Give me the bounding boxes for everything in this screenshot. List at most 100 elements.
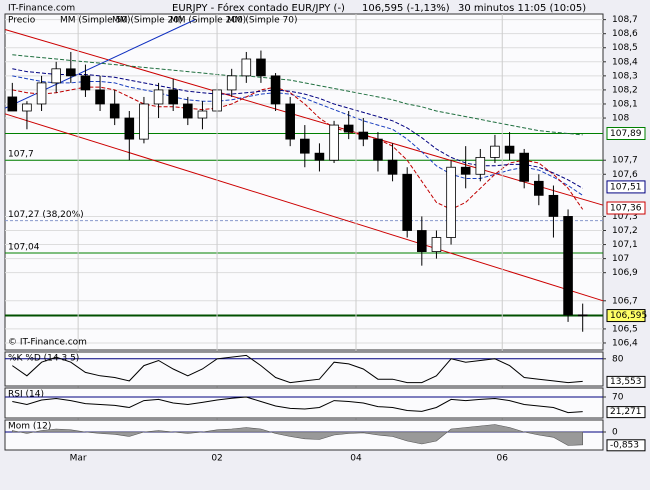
y-tick-label: 108,5 [612,43,638,53]
candle-body [226,75,237,91]
y-tick-label: 108,2 [612,85,638,95]
footer: © IT-Finance.com [8,338,87,348]
candle-body [139,103,149,140]
source: IT-Finance.com [8,4,75,14]
candle-body [490,145,500,158]
y-tick-label: 80 [612,354,624,364]
price-tag [606,201,646,215]
candle-body [183,103,193,119]
panel-title: Mom (12) [8,422,51,432]
candle-body [373,138,383,161]
candle-body [124,117,135,140]
y-tick-label: 108 [612,114,629,124]
indicator-line [12,396,583,414]
level-label: 107,27 (38,20%) [8,210,84,220]
candle-body [66,68,76,77]
candle-body [548,194,559,217]
candle-body [241,58,252,77]
moving-average [12,68,583,189]
price-tag-label: 107,51 [610,182,642,192]
interval: 30 minutos 11:05 (10:05) [458,3,586,14]
value-tag-label: 13,553 [610,377,642,387]
candle-body [7,96,18,112]
moving-average [12,75,583,196]
x-tick-label: 04 [350,454,362,464]
candle-body [270,75,281,105]
candle-body [314,152,325,161]
x-tick-label: 06 [497,454,509,464]
value-tag [606,375,646,388]
moving-average [12,86,584,210]
y-tick-label: 108,6 [612,29,638,39]
price-tag-label: 107,89 [610,129,642,139]
y-tick-label: 70 [612,393,624,403]
candle-body [563,216,573,316]
candle-body [256,58,266,77]
y-tick-label: 107,3 [612,212,638,222]
y-tick-label: 108,4 [612,57,638,67]
candle-body [36,82,47,105]
candle-body [431,237,442,252]
candle-body [402,173,412,231]
legend-price: Precio [8,16,36,26]
price-tag-label: 107,36 [610,204,642,214]
quote: 106,595 (-1,13%) [362,3,450,14]
chart-title: EURJPY - Fórex contado EUR/JPY (-) [172,2,345,14]
trendline [4,113,604,302]
x-tick-label: Mar [70,454,87,464]
y-tick-label: 108,3 [612,71,638,81]
candle-body [300,138,310,154]
value-tag [606,439,646,452]
value-tag-label: 21,271 [610,407,642,417]
candle-body [197,110,208,119]
candle-body [504,145,515,154]
price-tag [606,180,646,194]
level-label: 107,04 [8,242,40,252]
x-tick-label: 02 [211,454,222,464]
y-tick-label: 106,5 [612,324,638,334]
y-tick-label: 107,6 [612,170,638,180]
candle-body [329,124,339,161]
panel-title: RSI (14) [8,390,44,400]
y-tick-label: 106,7 [612,296,638,306]
y-tick-label: 107 [612,254,629,264]
legend-entry: MM (Simple 20) [112,16,182,26]
value-tag-label: -0,853 [610,440,639,450]
panel [4,351,604,387]
candle-body [534,180,544,196]
moving-average [12,54,583,136]
y-tick-label: 106,4 [612,338,638,348]
panel-title: %K %D (14 3 5) [8,354,79,364]
candle-body [51,68,61,84]
value-tag [606,406,646,419]
candle-body [95,89,105,105]
candle-body [343,124,354,133]
y-tick-label: 107,1 [612,240,638,250]
legend-entry: MM (Simple 50) [60,16,130,26]
candle-body [285,103,295,140]
trendline [4,28,604,206]
panel [4,13,604,351]
y-tick-label: 107,7 [612,156,638,166]
y-tick-label: 107,2 [612,226,638,236]
y-tick-label: 108,1 [612,99,638,109]
candle-body [519,152,529,182]
candle-body [153,89,164,105]
legend-entry: MM (Simple 70) [227,16,297,26]
legend-entry: MM (Simple 200) [170,16,246,26]
candle-body [577,314,588,317]
candle-body [417,230,427,252]
candle-body [22,103,32,112]
price-tag [606,126,646,140]
candle-body [168,89,178,105]
price-tag-label: 106,595 [610,311,647,321]
candle-body [460,166,471,175]
indicator-area [11,424,584,446]
candle-body [446,166,456,238]
candle-body [358,131,369,140]
candle-body [387,159,398,175]
price-tag [606,309,646,323]
y-tick-label: 106,9 [612,268,638,278]
candle-body [109,103,120,119]
